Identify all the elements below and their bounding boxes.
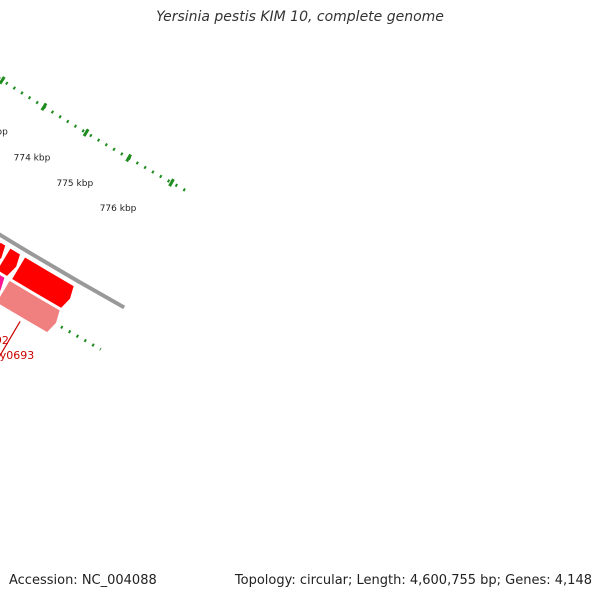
accession-text: Accession: NC_004088 (9, 573, 157, 588)
genome-summary: Topology: circular; Length: 4,600,755 bp… (234, 573, 592, 588)
feature-track (0, 241, 75, 334)
label-leader (0, 321, 21, 357)
feature-arrow (0, 279, 61, 334)
scale-tick (125, 153, 132, 163)
map-title: Yersinia pestis KIM 10, complete genome (156, 9, 444, 25)
scale-tick (0, 76, 6, 85)
tick-label: 774 kbp (14, 154, 51, 164)
scale-tick (40, 102, 48, 111)
gene-labels: glmMsecGyt020yt021y0686nusAinfBrbfAtruBr… (0, 321, 34, 362)
tick-label: 773 kbp (0, 128, 8, 138)
tick-label: 775 kbp (56, 179, 93, 189)
cds-arrow (10, 256, 75, 310)
cds-arrow (0, 247, 22, 278)
feature-arrow (0, 273, 6, 293)
scale-tick (168, 178, 175, 187)
tick-label: 776 kbp (100, 204, 137, 214)
genome-backbone (0, 232, 126, 310)
gene-label-y0693: y0693 (0, 349, 34, 362)
cds-arrow (0, 241, 7, 261)
scale-tick (82, 128, 90, 137)
gene-label-y0692: y0692 (0, 334, 9, 347)
